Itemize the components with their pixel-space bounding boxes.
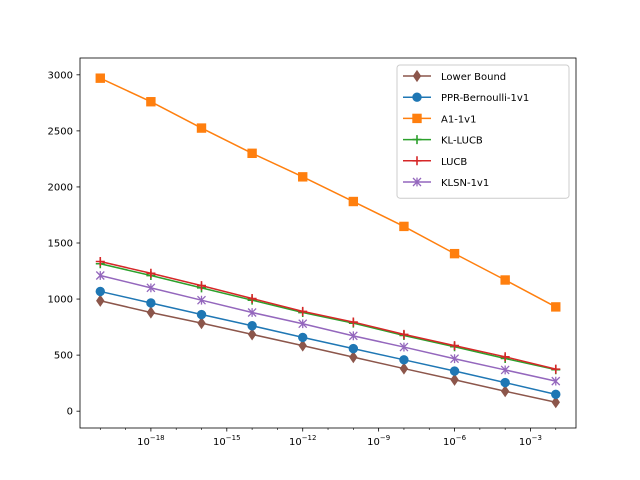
legend-label: KLSN-1v1 <box>441 178 489 189</box>
series-line <box>99 77 557 308</box>
x-tick-label: 10−18 <box>137 434 165 448</box>
data-point <box>551 396 560 409</box>
data-point <box>551 376 561 386</box>
data-point <box>348 331 358 341</box>
data-point <box>551 364 561 374</box>
data-point <box>196 309 207 320</box>
legend-label: LUCB <box>441 157 467 168</box>
x-tick-label: 10−9 <box>367 434 390 448</box>
data-point <box>348 343 359 354</box>
data-point <box>247 148 257 159</box>
data-point <box>146 268 156 278</box>
legend-item: Lower Bound <box>403 69 506 83</box>
series-line <box>100 274 556 382</box>
data-point <box>247 328 257 341</box>
series-line <box>100 260 556 370</box>
series-1 <box>95 286 561 400</box>
legend-box <box>396 64 570 199</box>
data-point <box>146 97 156 107</box>
x-tick-label: 10−3 <box>519 434 542 448</box>
legend-item: LUCB <box>403 156 467 168</box>
data-point <box>500 275 510 285</box>
data-point <box>298 319 308 329</box>
data-point <box>500 365 510 375</box>
series-layer <box>95 73 561 409</box>
data-point <box>399 355 409 365</box>
data-point <box>551 389 561 400</box>
y-tick-label: 2000 <box>48 182 73 193</box>
series-5 <box>95 271 561 386</box>
x-tick-label: 10−6 <box>443 434 467 448</box>
data-point <box>449 248 460 259</box>
series-0 <box>96 294 560 409</box>
data-point <box>298 306 308 316</box>
data-point <box>450 354 460 364</box>
data-point <box>399 329 409 339</box>
series-2 <box>95 73 561 312</box>
legend-marker <box>412 113 422 124</box>
x-tick-label: 10−15 <box>213 434 241 448</box>
data-point <box>500 377 510 388</box>
x-tick-label: 10−12 <box>289 434 317 448</box>
data-point <box>399 342 409 352</box>
legend-item: PPR-Bernoulli-1v1 <box>403 92 529 104</box>
legend-item: KL-LUCB <box>403 135 483 147</box>
legend-marker <box>412 69 422 83</box>
legend-label: PPR-Bernoulli-1v1 <box>441 93 529 104</box>
data-point <box>349 351 358 364</box>
data-point <box>196 123 207 133</box>
data-point <box>247 308 257 317</box>
data-point <box>247 294 257 303</box>
data-point <box>298 332 308 343</box>
data-point <box>348 196 359 207</box>
y-tick-label: 500 <box>54 351 73 362</box>
data-point <box>95 286 105 297</box>
data-point <box>500 385 510 398</box>
y-tick-label: 3000 <box>48 70 73 81</box>
legend-label: A1-1v1 <box>441 114 476 125</box>
axes-layer: 0 500 1000 1500 2000 2500 3000 10−18 10−15 10−12 1… <box>48 57 577 448</box>
data-point <box>197 295 206 305</box>
legend: Lower Bound PPR-Bernoulli-1v1 A1-1v1 KL-LUC… <box>396 64 570 199</box>
data-point <box>298 339 307 352</box>
series-line <box>100 290 556 396</box>
y-tick-label: 0 <box>67 407 73 418</box>
data-point <box>247 321 257 331</box>
legend-marker <box>412 177 422 187</box>
data-point <box>450 341 460 351</box>
legend-marker <box>412 92 422 102</box>
y-tick-label: 2500 <box>48 126 73 137</box>
data-point <box>96 294 105 307</box>
legend-label: Lower Bound <box>441 72 506 83</box>
data-point <box>449 366 460 376</box>
data-point <box>146 306 156 319</box>
legend-marker <box>412 156 422 166</box>
series-line <box>100 263 556 371</box>
data-point <box>298 172 308 182</box>
series-line <box>100 300 556 403</box>
legend-item: KLSN-1v1 <box>403 177 489 189</box>
data-point <box>399 362 409 375</box>
data-point <box>146 298 156 308</box>
legend-marker <box>412 135 422 145</box>
y-tick-label: 1000 <box>48 295 73 306</box>
data-point <box>399 221 409 232</box>
data-point <box>146 283 156 293</box>
data-point <box>196 281 206 291</box>
data-point <box>348 317 358 327</box>
data-point <box>197 317 206 330</box>
legend-item: A1-1v1 <box>403 113 476 125</box>
data-point <box>551 302 561 312</box>
data-point <box>95 73 105 83</box>
data-point <box>95 257 105 266</box>
data-point <box>450 373 459 386</box>
data-point <box>500 352 510 362</box>
legend-label: KL-LUCB <box>441 136 483 147</box>
data-point <box>95 271 105 280</box>
series-4 <box>95 257 561 374</box>
y-tick-label: 1500 <box>48 239 73 250</box>
